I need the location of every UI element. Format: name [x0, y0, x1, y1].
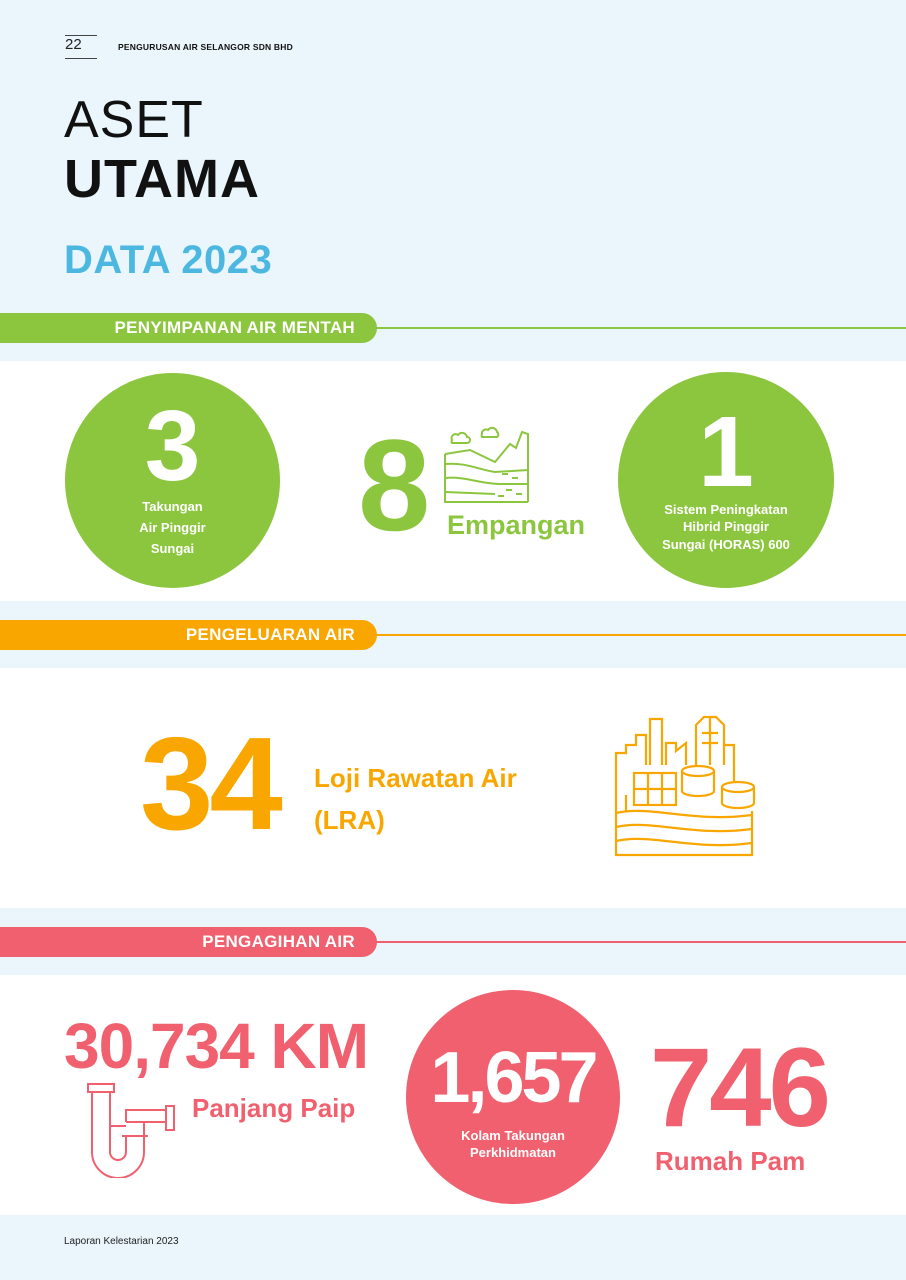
stat-label-empangan: Empangan — [447, 510, 586, 540]
stat-value: 3 — [144, 390, 201, 503]
stat-label-pipe-length: Panjang Paip — [192, 1093, 356, 1123]
stat-label-line: Hibrid Pinggir — [683, 519, 769, 535]
section-production-line — [340, 634, 906, 636]
stat-circle-horas: 1 Sistem Peningkatan Hibrid Pinggir Sung… — [618, 372, 834, 588]
section-raw-water-line — [340, 327, 906, 329]
stat-circle-takungan: 3 Takungan Air Pinggir Sungai — [65, 373, 280, 588]
stat-value: 1,657 — [430, 1038, 598, 1119]
section-distribution-line — [340, 941, 906, 943]
stat-label-line: Sistem Peningkatan — [664, 501, 788, 517]
stat-label-line: Sungai (HORAS) 600 — [662, 536, 790, 552]
company-name: PENGURUSAN AIR SELANGOR SDN BHD — [118, 42, 293, 52]
page-number: 22 — [65, 36, 82, 53]
stat-label-lra: Loji Rawatan Air (LRA) — [314, 758, 517, 841]
stat-value-empangan: 8 — [358, 412, 431, 558]
page-subtitle: DATA 2023 — [64, 238, 273, 282]
section-distribution-tab: PENGAGIHAN AIR — [0, 927, 377, 957]
stat-label-line: Sungai — [150, 540, 195, 556]
stat-label-line: Takungan — [142, 499, 203, 515]
stat-value: 1 — [698, 395, 754, 508]
page-title-line1: ASET — [64, 91, 204, 149]
stat-circle-service-reservoir: 1,657 Kolam Takungan Perkhidmatan — [406, 990, 620, 1204]
section-production-label: PENGELUARAN AIR — [185, 625, 355, 644]
pipe-icon — [87, 1083, 175, 1178]
stat-label-line: Kolam Takungan — [461, 1127, 565, 1143]
section-distribution-label: PENGAGIHAN AIR — [202, 932, 355, 951]
dam-icon — [444, 426, 529, 503]
stat-label-pump-house: Rumah Pam — [655, 1146, 806, 1176]
stat-label-line: Air Pinggir — [139, 520, 206, 536]
stat-label-line: Perkhidmatan — [470, 1145, 556, 1161]
section-raw-water-tab: PENYIMPANAN AIR MENTAH — [0, 313, 377, 343]
stat-value-pipe-length: 30,734 KM — [64, 1010, 369, 1082]
stat-value-pump-house: 746 — [650, 1025, 831, 1150]
stat-label-line: (LRA) — [314, 804, 385, 835]
stat-label-line: Loji Rawatan Air — [314, 763, 517, 793]
water-treatment-plant-icon — [614, 715, 756, 857]
page-number-rule-top — [65, 35, 97, 36]
footer-text: Laporan Kelestarian 2023 — [64, 1236, 179, 1247]
section-production-tab: PENGELUARAN AIR — [0, 620, 377, 650]
page-title-line2: UTAMA — [64, 149, 260, 209]
section-raw-water-label: PENYIMPANAN AIR MENTAH — [114, 318, 355, 337]
page-number-rule-bottom — [65, 58, 97, 59]
stat-value-lra: 34 — [140, 710, 283, 857]
